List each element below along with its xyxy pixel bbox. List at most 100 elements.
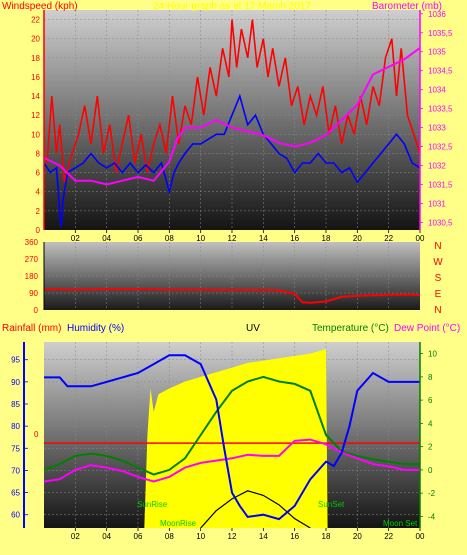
direction-y-tick-label: 0	[34, 306, 39, 315]
baro-y-tick-label: 1031	[428, 199, 446, 208]
compass-letter: S	[435, 273, 442, 284]
temperature-line	[44, 375, 420, 476]
humidity-line	[44, 354, 420, 521]
x-tick-label: 04	[102, 234, 111, 243]
x-tick-label: 00	[416, 532, 425, 541]
wind-y-tick-label: 4	[36, 188, 41, 197]
dew-point-line	[44, 438, 420, 483]
wind-y-tick-label: 16	[31, 73, 40, 82]
temp-y-tick-label: 8	[428, 373, 433, 382]
wind-y-tick-label: 20	[31, 35, 40, 44]
baro-y-tick-label: 1034	[428, 86, 446, 95]
x-tick-label: 16	[290, 234, 299, 243]
x-tick-label: 08	[165, 234, 174, 243]
sunset-annotation: SunSet	[318, 500, 345, 509]
baro-y-tick-label: 1036	[428, 10, 446, 19]
uv-index-line	[200, 490, 311, 528]
humidity-y-tick-label: 75	[11, 444, 20, 453]
temperature-label: Temperature (°C)	[312, 323, 389, 334]
baro-y-tick-label: 1035	[428, 48, 446, 57]
compass-letter: N	[434, 305, 441, 316]
wind-y-tick-label: 12	[31, 111, 40, 120]
temp-y-tick-label: 4	[428, 419, 433, 428]
rain-zero-tick: 0	[34, 430, 39, 439]
wind-y-tick-label: 8	[36, 149, 41, 158]
rainfall-label: Rainfall (mm)	[2, 323, 61, 334]
windspeed-label: Windspeed (kph)	[2, 1, 78, 12]
x-tick-label: 12	[228, 234, 237, 243]
humidity-y-tick-label: 90	[11, 378, 20, 387]
baro-y-tick-label: 1033,5	[428, 105, 453, 114]
uv-label: UV	[246, 323, 260, 334]
direction-y-tick-label: 270	[25, 255, 39, 264]
x-tick-label: 10	[196, 234, 205, 243]
x-tick-label: 20	[353, 532, 362, 541]
moonset-annotation: Moon Set	[383, 519, 418, 528]
x-tick-label: 14	[259, 234, 268, 243]
direction-y-tick-label: 360	[25, 238, 39, 247]
wind-y-tick-label: 18	[31, 54, 40, 63]
x-tick-label: 08	[165, 532, 174, 541]
compass-letter: W	[433, 257, 443, 268]
wind-y-tick-label: 6	[36, 169, 41, 178]
x-tick-label: 10	[196, 532, 205, 541]
wind-y-tick-label: 14	[31, 92, 40, 101]
baro-y-tick-label: 1035,5	[428, 29, 453, 38]
baro-y-tick-label: 1030,5	[428, 218, 453, 227]
temp-y-tick-label: -2	[428, 489, 436, 498]
wind-y-tick-label: 10	[31, 130, 40, 139]
wind-avg-line	[44, 93, 420, 228]
x-tick-label: 22	[384, 234, 393, 243]
wind-direction-line	[44, 288, 420, 304]
temp-y-tick-label: 0	[428, 466, 433, 475]
humidity-y-tick-label: 70	[11, 466, 20, 475]
x-tick-label: 18	[322, 234, 331, 243]
compass-letter: E	[435, 289, 442, 300]
temp-y-tick-label: 2	[428, 443, 433, 452]
baro-y-tick-label: 1032,5	[428, 143, 453, 152]
wind-y-tick-label: 0	[36, 226, 41, 235]
barometer-line	[44, 47, 420, 186]
temp-y-tick-label: -4	[428, 512, 436, 521]
x-tick-label: 16	[290, 532, 299, 541]
temp-y-tick-label: 6	[428, 396, 433, 405]
x-tick-label: 20	[353, 234, 362, 243]
humidity-y-tick-label: 65	[11, 489, 20, 498]
x-tick-label: 22	[384, 532, 393, 541]
direction-y-tick-label: 180	[25, 272, 39, 281]
baro-y-tick-label: 1031,5	[428, 180, 453, 189]
baro-y-tick-label: 1032	[428, 162, 446, 171]
x-tick-label: 14	[259, 532, 268, 541]
x-tick-label: 02	[71, 234, 80, 243]
temp-y-tick-label: 10	[428, 350, 437, 359]
x-tick-label: 00	[416, 234, 425, 243]
x-tick-label: 06	[134, 234, 143, 243]
wind-gust-line	[46, 19, 420, 183]
wind-y-tick-label: 22	[31, 16, 40, 25]
chart-title: 24 Hour graph as at 17 March 2017	[153, 1, 311, 12]
moonrise-annotation: MoonRise	[160, 519, 197, 528]
humidity-y-tick-label: 80	[11, 422, 20, 431]
x-tick-label: 18	[322, 532, 331, 541]
baro-y-tick-label: 1033	[428, 124, 446, 133]
direction-grid	[44, 242, 420, 310]
x-tick-label: 04	[102, 532, 111, 541]
solar-radiation-area	[44, 349, 420, 528]
barometer-label: Barometer (mb)	[372, 1, 442, 12]
baro-y-tick-label: 1034,5	[428, 67, 453, 76]
humidity-y-tick-label: 85	[11, 400, 20, 409]
x-tick-label: 06	[134, 532, 143, 541]
x-tick-label: 12	[228, 532, 237, 541]
compass-letter: N	[434, 241, 441, 252]
humidity-y-tick-label: 60	[11, 511, 20, 520]
x-tick-label: 02	[71, 532, 80, 541]
sunrise-annotation: SunRise	[137, 500, 168, 509]
humidity-label: Humidity (%)	[67, 323, 124, 334]
humidity-y-tick-label: 95	[11, 356, 20, 365]
direction-y-tick-label: 90	[29, 289, 38, 298]
wind-y-tick-label: 2	[36, 207, 41, 216]
dewpoint-label: Dew Point (°C)	[394, 323, 460, 334]
